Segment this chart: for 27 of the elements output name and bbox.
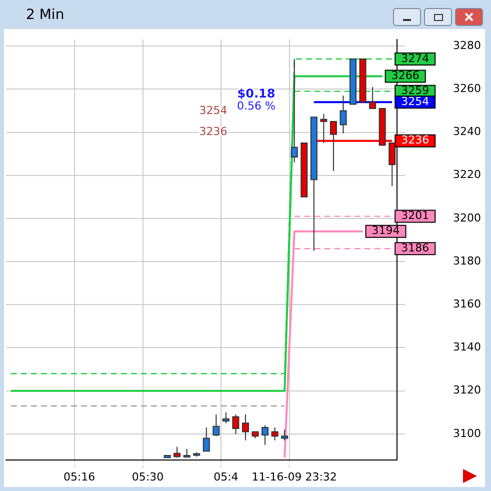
annotation: 3236 [199, 124, 228, 138]
data-label: 3254 [401, 94, 430, 108]
x-tick-label: 11-16-09 23:32 [252, 470, 337, 484]
y-tick-label: 3140 [453, 340, 481, 354]
x-tick-label: 05:30 [132, 470, 164, 484]
y-tick-label: 3180 [453, 254, 481, 268]
x-tick-label: 05:4 [214, 470, 238, 484]
data-label: 3186 [401, 241, 430, 254]
annotation: 3254 [199, 104, 228, 117]
chart-title: 2 Min [26, 7, 64, 23]
y-tick-label: 3220 [453, 168, 481, 182]
data-label: 3236 [401, 134, 430, 147]
data-label: 3266 [391, 69, 420, 82]
y-tick-label: 3280 [453, 38, 481, 52]
data-label: 3274 [401, 52, 430, 65]
data-label: 3259 [401, 84, 430, 98]
annotation: 0.56 % [237, 100, 276, 113]
y-tick-label: 3160 [453, 298, 481, 311]
y-tick-label: 3100 [453, 426, 481, 440]
y-tick-label: 3200 [453, 211, 481, 224]
data-label: 3194 [372, 224, 400, 238]
y-tick-label: 3120 [453, 384, 481, 397]
data-label: 3201 [401, 209, 430, 222]
x-tick-label: 05:16 [63, 470, 96, 484]
y-tick-label: 3240 [453, 125, 481, 138]
y-tick-label: 3260 [453, 82, 481, 96]
annotation: $0.18 [237, 86, 276, 100]
